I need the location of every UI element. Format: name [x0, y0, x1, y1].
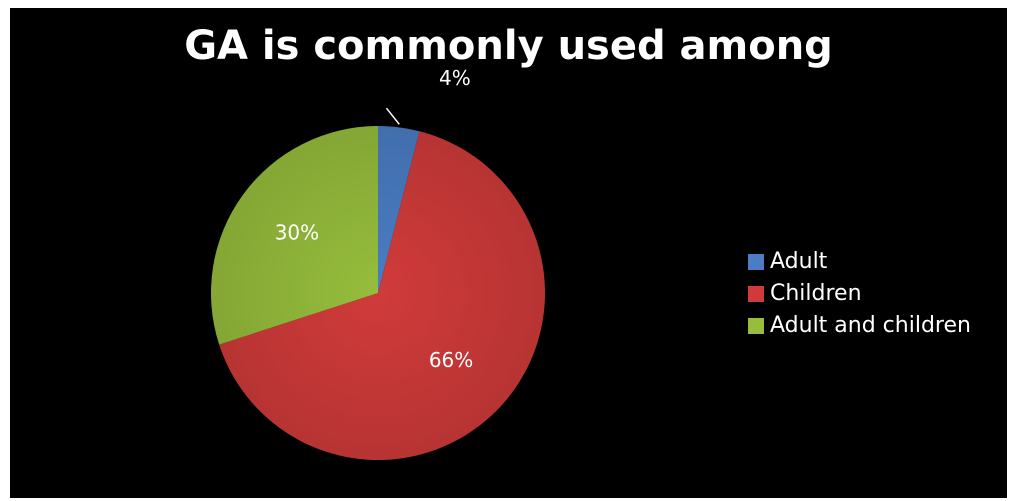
data-label-adult: 4%: [439, 66, 471, 90]
leader-line-adult: [386, 108, 399, 124]
legend: Adult Children Adult and children: [748, 246, 971, 342]
legend-swatch: [748, 318, 764, 334]
pie-shading: [211, 126, 545, 460]
legend-label: Adult and children: [770, 310, 971, 342]
data-label-children: 66%: [429, 348, 473, 372]
chart-area: GA is commonly used among 4% 66% 30% Adult…: [10, 8, 1007, 498]
data-label-adult-and-children: 30%: [275, 221, 319, 245]
legend-swatch: [748, 254, 764, 270]
legend-item-adult: Adult: [748, 246, 971, 278]
legend-item-adult-and-children: Adult and children: [748, 310, 971, 342]
legend-swatch: [748, 286, 764, 302]
legend-label: Adult: [770, 246, 827, 278]
legend-label: Children: [770, 278, 862, 310]
legend-item-children: Children: [748, 278, 971, 310]
